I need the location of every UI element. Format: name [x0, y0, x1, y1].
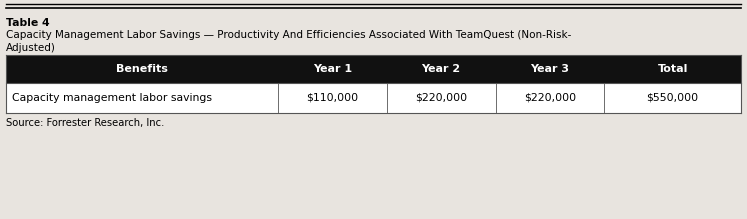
- Text: $220,000: $220,000: [415, 93, 467, 103]
- Text: Total: Total: [657, 64, 688, 74]
- Text: Year 3: Year 3: [530, 64, 569, 74]
- Text: Adjusted): Adjusted): [6, 43, 56, 53]
- Text: $550,000: $550,000: [647, 93, 698, 103]
- Text: Year 1: Year 1: [313, 64, 352, 74]
- Text: Year 2: Year 2: [421, 64, 461, 74]
- Text: Capacity management labor savings: Capacity management labor savings: [12, 93, 212, 103]
- Text: $220,000: $220,000: [524, 93, 576, 103]
- Text: Source: Forrester Research, Inc.: Source: Forrester Research, Inc.: [6, 118, 164, 128]
- Text: Table 4: Table 4: [6, 18, 49, 28]
- Text: Capacity Management Labor Savings — Productivity And Efficiencies Associated Wit: Capacity Management Labor Savings — Prod…: [6, 30, 571, 40]
- Bar: [6, 83, 741, 113]
- Text: $110,000: $110,000: [306, 93, 359, 103]
- Bar: [6, 55, 741, 83]
- Text: Benefits: Benefits: [116, 64, 168, 74]
